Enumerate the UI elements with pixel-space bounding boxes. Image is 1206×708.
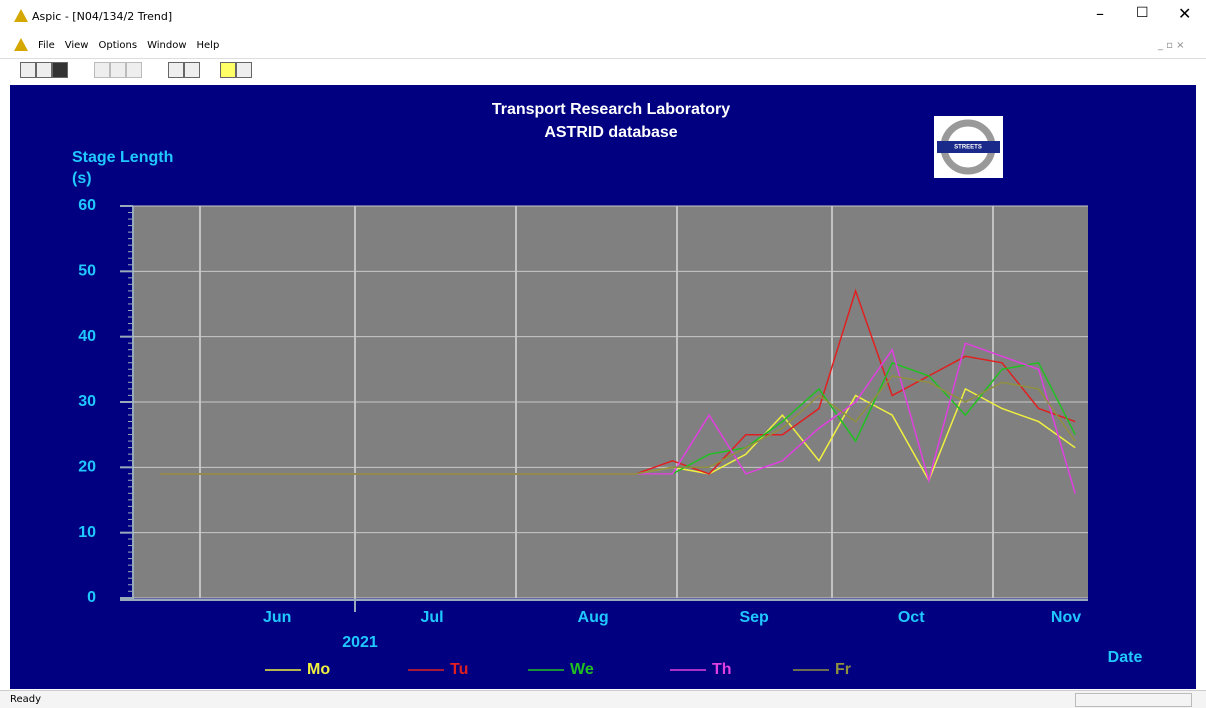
y-tick-label: 20 bbox=[78, 459, 96, 476]
x-tick-label: Aug bbox=[578, 609, 609, 626]
chart-title: Transport Research Laboratory bbox=[492, 101, 730, 118]
y-tick-label: 50 bbox=[78, 263, 96, 280]
status-pane bbox=[1075, 693, 1192, 707]
menu-bar: File View Options Window Help _ ▫ × bbox=[0, 36, 1206, 54]
menu-item[interactable]: Options bbox=[98, 40, 138, 51]
chart-subtitle: ASTRID database bbox=[544, 124, 677, 141]
menu-item[interactable]: Help bbox=[196, 40, 220, 51]
year-label: 2021 bbox=[342, 634, 378, 651]
menu-item[interactable]: File bbox=[38, 40, 55, 51]
legend-label: Mo bbox=[307, 661, 330, 678]
paste-button[interactable] bbox=[126, 62, 142, 78]
legend-label: Th bbox=[712, 661, 732, 678]
y-tick-label: 10 bbox=[78, 524, 96, 541]
logo-bar bbox=[937, 141, 1000, 153]
legend-label: We bbox=[570, 661, 594, 678]
y-tick-label: 30 bbox=[78, 393, 96, 410]
y-axis-label: Stage Length bbox=[72, 149, 173, 166]
preview-button[interactable] bbox=[168, 62, 184, 78]
status-text: Ready bbox=[10, 694, 42, 705]
minimize-button[interactable]: – bbox=[1096, 4, 1104, 23]
x-tick-label: Jun bbox=[263, 609, 291, 626]
print-button[interactable] bbox=[184, 62, 200, 78]
open-button[interactable] bbox=[36, 62, 52, 78]
toolbar bbox=[0, 58, 1206, 85]
y-tick-label: 0 bbox=[87, 589, 96, 606]
x-tick-label: Sep bbox=[739, 609, 769, 626]
new-button[interactable] bbox=[20, 62, 36, 78]
x-tick-label: Nov bbox=[1051, 609, 1081, 626]
title-bar: Aspic - [N04/134/2 Trend] – ☐ ✕ bbox=[0, 0, 1206, 32]
status-bar: Ready bbox=[0, 690, 1206, 708]
close-button[interactable]: ✕ bbox=[1178, 4, 1192, 23]
x-tick-label: Oct bbox=[898, 609, 925, 626]
chart: Transport Research Laboratory ASTRID dat… bbox=[10, 85, 1196, 689]
logo-text: STREETS bbox=[954, 145, 982, 151]
doc-icon bbox=[14, 38, 28, 51]
x-tick-label: Jul bbox=[420, 609, 443, 626]
copy-button[interactable] bbox=[110, 62, 126, 78]
series-line bbox=[160, 375, 1076, 475]
x-axis-label: Date bbox=[1108, 649, 1143, 666]
legend-label: Fr bbox=[835, 661, 851, 678]
cut-button[interactable] bbox=[94, 62, 110, 78]
mdi-controls[interactable]: _ ▫ × bbox=[1158, 40, 1185, 51]
window-title: Aspic - [N04/134/2 Trend] bbox=[32, 10, 173, 23]
app-icon bbox=[14, 9, 28, 22]
help-button[interactable] bbox=[236, 62, 252, 78]
menu-item[interactable]: View bbox=[64, 40, 89, 51]
y-axis-unit: (s) bbox=[72, 170, 92, 187]
legend-label: Tu bbox=[450, 661, 468, 678]
y-tick-label: 60 bbox=[78, 197, 96, 214]
save-button[interactable] bbox=[52, 62, 68, 78]
about-button[interactable] bbox=[220, 62, 236, 78]
maximize-button[interactable]: ☐ bbox=[1136, 5, 1149, 21]
menu-item[interactable]: Window bbox=[147, 40, 187, 51]
menu-list: File View Options Window Help bbox=[38, 40, 229, 51]
y-tick-label: 40 bbox=[78, 328, 96, 345]
